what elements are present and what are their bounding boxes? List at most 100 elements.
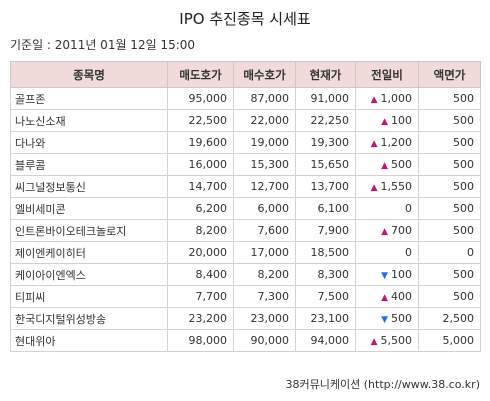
change-cell: ▲ 1,550 bbox=[355, 175, 419, 198]
ask-price: 8,400 bbox=[167, 263, 234, 286]
current-price: 19,300 bbox=[295, 131, 356, 154]
stock-name: 제이엔케이히터 bbox=[10, 241, 168, 264]
current-price: 15,650 bbox=[295, 153, 356, 176]
stock-name: 현대위아 bbox=[10, 329, 168, 352]
current-price: 94,000 bbox=[295, 329, 356, 352]
current-price: 6,100 bbox=[295, 197, 356, 220]
par-value: 500 bbox=[418, 175, 481, 198]
up-triangle-icon: ▲ bbox=[381, 227, 388, 237]
change-cell: ▲ 1,000 bbox=[355, 87, 419, 110]
change-cell: ▲ 700 bbox=[355, 219, 419, 242]
change-cell: ▲ 500 bbox=[355, 153, 419, 176]
ask-price: 6,200 bbox=[167, 197, 234, 220]
up-triangle-icon: ▲ bbox=[370, 139, 378, 149]
table-row: 다나와 19,600 19,000 19,300 ▲ 1,200 500 bbox=[10, 131, 481, 154]
change-value: 100 bbox=[391, 114, 412, 127]
par-value: 500 bbox=[418, 285, 481, 308]
up-triangle-icon: ▲ bbox=[370, 95, 378, 105]
table-row: 씨그널정보통신 14,700 12,700 13,700 ▲ 1,550 500 bbox=[10, 175, 481, 198]
down-triangle-icon: ▼ bbox=[381, 315, 388, 325]
col-header-price: 현재가 bbox=[295, 61, 356, 88]
current-price: 8,300 bbox=[295, 263, 356, 286]
current-price: 23,100 bbox=[295, 307, 356, 330]
table-row: 티피씨 7,700 7,300 7,500 ▲ 400 500 bbox=[10, 285, 481, 308]
stock-name: 케이아이엔엑스 bbox=[10, 263, 168, 286]
change-cell: ▲ 400 bbox=[355, 285, 419, 308]
bid-price: 19,000 bbox=[233, 131, 296, 154]
table-row: 현대위아 98,000 90,000 94,000 ▲ 5,500 5,000 bbox=[10, 329, 481, 352]
change-cell: ▼ 100 bbox=[355, 263, 419, 286]
change-cell: ▲ 1,200 bbox=[355, 131, 419, 154]
change-value: 1,550 bbox=[380, 180, 413, 193]
up-triangle-icon: ▲ bbox=[370, 337, 378, 347]
current-price: 22,250 bbox=[295, 109, 356, 132]
ask-price: 14,700 bbox=[167, 175, 234, 198]
change-cell: ▲ 5,500 bbox=[355, 329, 419, 352]
ask-price: 16,000 bbox=[167, 153, 234, 176]
par-value: 2,500 bbox=[418, 307, 481, 330]
table-row: 제이엔케이히터 20,000 17,000 18,500 0 0 bbox=[10, 241, 481, 264]
par-value: 500 bbox=[418, 153, 481, 176]
change-value: 100 bbox=[391, 268, 412, 281]
table-body: 골프존 95,000 87,000 91,000 ▲ 1,000 500 나노신소재 22,50… bbox=[10, 87, 481, 352]
current-price: 13,700 bbox=[295, 175, 356, 198]
current-price: 91,000 bbox=[295, 87, 356, 110]
change-cell: 0 bbox=[355, 197, 419, 220]
quote-table: 종목명 매도호가 매수호가 현재가 전일비 액면가 골프존 95,000 87,00… bbox=[10, 61, 481, 352]
change-value: 0 bbox=[405, 202, 412, 215]
par-value: 500 bbox=[418, 219, 481, 242]
table-row: 케이아이엔엑스 8,400 8,200 8,300 ▼ 100 500 bbox=[10, 263, 481, 286]
stock-name: 블루콤 bbox=[10, 153, 168, 176]
bid-price: 17,000 bbox=[233, 241, 296, 264]
change-cell: 0 bbox=[355, 241, 419, 264]
ask-price: 8,200 bbox=[167, 219, 234, 242]
table-row: 블루콤 16,000 15,300 15,650 ▲ 500 500 bbox=[10, 153, 481, 176]
bid-price: 23,000 bbox=[233, 307, 296, 330]
col-header-change: 전일비 bbox=[355, 61, 419, 88]
table-row: 나노신소재 22,500 22,000 22,250 ▲ 100 500 bbox=[10, 109, 481, 132]
change-value: 5,500 bbox=[380, 334, 413, 347]
stock-name: 골프존 bbox=[10, 87, 168, 110]
change-value: 500 bbox=[391, 158, 412, 171]
bid-price: 7,300 bbox=[233, 285, 296, 308]
current-price: 18,500 bbox=[295, 241, 356, 264]
par-value: 500 bbox=[418, 87, 481, 110]
ask-price: 7,700 bbox=[167, 285, 234, 308]
change-value: 400 bbox=[391, 290, 412, 303]
current-price: 7,900 bbox=[295, 219, 356, 242]
page-title: IPO 추진종목 시세표 bbox=[179, 10, 311, 28]
col-header-ask: 매도호가 bbox=[167, 61, 234, 88]
stock-name: 다나와 bbox=[10, 131, 168, 154]
bid-price: 15,300 bbox=[233, 153, 296, 176]
change-value: 500 bbox=[391, 312, 412, 325]
col-header-par: 액면가 bbox=[418, 61, 481, 88]
ask-price: 98,000 bbox=[167, 329, 234, 352]
table-row: 인트론바이오테크놀로지 8,200 7,600 7,900 ▲ 700 500 bbox=[10, 219, 481, 242]
par-value: 0 bbox=[418, 241, 481, 264]
ask-price: 19,600 bbox=[167, 131, 234, 154]
stock-name: 엘비세미콘 bbox=[10, 197, 168, 220]
up-triangle-icon: ▲ bbox=[381, 293, 388, 303]
ask-price: 95,000 bbox=[167, 87, 234, 110]
col-header-bid: 매수호가 bbox=[233, 61, 296, 88]
bid-price: 22,000 bbox=[233, 109, 296, 132]
table-row: 엘비세미콘 6,200 6,000 6,100 0 500 bbox=[10, 197, 481, 220]
current-price: 7,500 bbox=[295, 285, 356, 308]
change-value: 0 bbox=[405, 246, 412, 259]
stock-name: 인트론바이오테크놀로지 bbox=[10, 219, 168, 242]
change-value: 700 bbox=[391, 224, 412, 237]
col-header-name: 종목명 bbox=[10, 61, 168, 88]
par-value: 500 bbox=[418, 109, 481, 132]
bid-price: 6,000 bbox=[233, 197, 296, 220]
ask-price: 20,000 bbox=[167, 241, 234, 264]
bid-price: 7,600 bbox=[233, 219, 296, 242]
change-value: 1,200 bbox=[380, 136, 413, 149]
table-row: 골프존 95,000 87,000 91,000 ▲ 1,000 500 bbox=[10, 87, 481, 110]
par-value: 5,000 bbox=[418, 329, 481, 352]
bid-price: 90,000 bbox=[233, 329, 296, 352]
stock-name: 씨그널정보통신 bbox=[10, 175, 168, 198]
up-triangle-icon: ▲ bbox=[381, 161, 388, 171]
down-triangle-icon: ▼ bbox=[381, 271, 388, 281]
bid-price: 87,000 bbox=[233, 87, 296, 110]
par-value: 500 bbox=[418, 197, 481, 220]
